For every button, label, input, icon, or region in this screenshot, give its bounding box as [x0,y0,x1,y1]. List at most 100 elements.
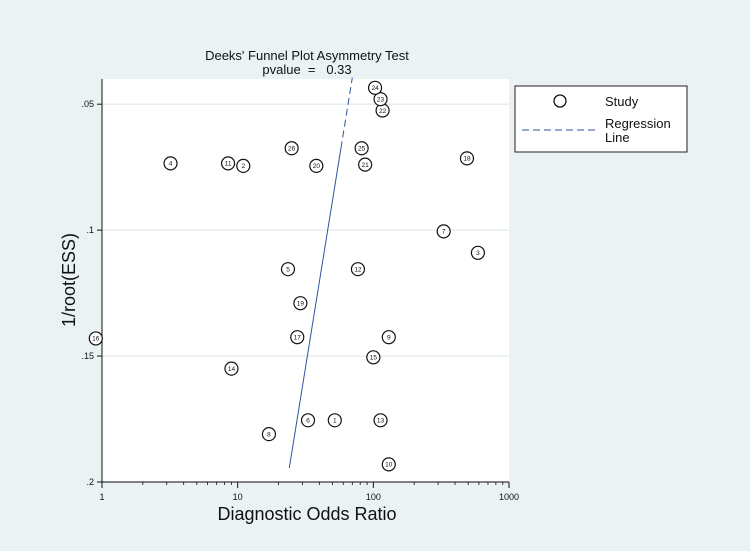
study-id-label: 20 [313,163,321,170]
study-marker [459,151,475,166]
study-marker [354,141,369,156]
y-tick-label: .2 [86,477,94,487]
study-point: 17 [290,330,305,345]
study-point: 8 [261,427,277,442]
study-point: 24 [367,80,383,95]
chart-title: Deeks' Funnel Plot Asymmetry Test [205,48,409,63]
legend-box [514,85,688,153]
x-axis-ticks: 1 10 100 1000 [99,482,519,502]
study-marker [436,224,451,239]
chart-subtitle: pvalue = 0.33 [262,62,351,77]
study-point: 18 [459,151,475,166]
study-point: 16 [88,331,103,346]
study-point: 23 [373,92,388,107]
study-point: 14 [224,361,239,376]
study-marker [309,158,324,173]
study-marker [381,457,396,472]
study-id-label: 21 [362,162,370,169]
study-marker [261,427,277,442]
x-tick-label: 100 [366,492,381,502]
y-axis-ticks: .05 .1 .15 .2 [81,99,102,487]
study-point: 26 [284,141,299,156]
study-id-label: 3 [476,250,480,257]
study-marker [224,361,239,376]
study-point: 3 [470,245,486,260]
study-id-label: 7 [442,229,446,236]
study-id-label: 4 [169,161,173,168]
study-id-label: 9 [387,334,391,341]
study-id-label: 22 [379,108,387,115]
regression-line-dashed [340,77,353,149]
study-id-label: 23 [377,96,385,103]
study-marker [236,158,251,173]
study-id-label: 13 [377,418,385,425]
study-point: 2 [236,158,251,173]
study-point: 21 [358,157,373,172]
study-marker [381,330,396,345]
study-marker [470,245,486,260]
y-tick-label: .05 [81,99,94,109]
study-marker [327,413,342,428]
study-id-label: 6 [306,418,310,425]
study-marker [350,262,366,277]
study-id-label: 19 [297,300,305,307]
study-point: 11 [220,156,236,171]
regression-line-layer [288,77,353,469]
study-point: 10 [381,457,396,472]
study-id-label: 14 [228,366,236,373]
y-axis-label: 1/root(ESS) [59,233,79,327]
regression-line-solid [288,148,342,469]
study-id-label: 15 [370,355,378,362]
study-id-label: 17 [294,334,302,341]
study-id-label: 5 [286,266,290,273]
study-point: 4 [163,156,178,171]
study-id-label: 26 [288,146,296,153]
study-point: 6 [300,413,316,428]
study-id-label: 1 [333,418,337,425]
study-id-label: 24 [371,85,379,92]
study-id-label: 12 [354,266,362,273]
axes [101,79,509,483]
study-point: 15 [366,350,381,365]
study-marker [88,331,103,346]
study-marker [163,156,178,171]
study-marker [220,156,236,171]
study-marker [367,80,383,95]
study-point: 5 [280,262,296,277]
study-point: 12 [350,262,366,277]
study-marker [366,350,381,365]
study-point: 13 [373,413,388,428]
legend-regression-label-line: Regression [605,116,671,131]
legend-study-label: Study [605,94,639,109]
y-tick-label: .15 [81,351,94,361]
x-tick-label: 1000 [499,492,519,502]
study-point: 25 [354,141,369,156]
legend-regression-label-line: Line [605,130,630,145]
study-point: 9 [381,330,396,345]
study-id-label: 18 [463,156,471,163]
study-point: 20 [309,158,324,173]
study-marker [358,157,373,172]
study-id-label: 10 [385,462,393,469]
study-point: 7 [436,224,451,239]
x-axis-label: Diagnostic Odds Ratio [217,504,396,524]
legend-regression-label: Regression Line [605,116,671,145]
study-point: 19 [293,296,308,311]
x-tick-label: 1 [99,492,104,502]
study-point: 22 [375,103,390,118]
x-tick-label: 10 [233,492,243,502]
study-marker [280,262,296,277]
study-id-label: 2 [241,163,245,170]
study-id-label: 25 [358,146,366,153]
study-marker [373,413,388,428]
study-id-label: 16 [92,336,100,343]
study-marker [293,296,308,311]
study-marker [300,413,316,428]
study-point: 1 [327,413,342,428]
y-tick-label: .1 [86,225,94,235]
study-id-label: 11 [225,161,232,168]
study-id-label: 8 [267,431,271,438]
